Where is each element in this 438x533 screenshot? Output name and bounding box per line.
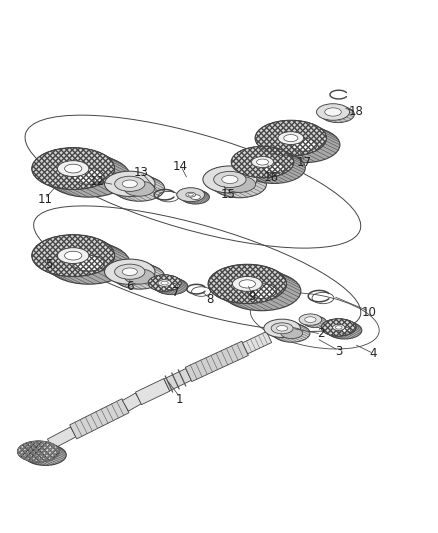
Ellipse shape xyxy=(332,325,345,330)
Ellipse shape xyxy=(158,280,171,286)
Ellipse shape xyxy=(271,323,293,334)
Text: 5: 5 xyxy=(46,258,53,271)
Ellipse shape xyxy=(281,328,303,338)
Ellipse shape xyxy=(222,175,238,183)
Ellipse shape xyxy=(304,316,326,328)
Ellipse shape xyxy=(223,271,301,311)
Ellipse shape xyxy=(57,160,89,176)
Ellipse shape xyxy=(32,148,115,189)
Ellipse shape xyxy=(32,235,115,277)
Polygon shape xyxy=(135,378,170,405)
Ellipse shape xyxy=(278,132,304,144)
Ellipse shape xyxy=(25,445,66,465)
Ellipse shape xyxy=(47,155,130,197)
Ellipse shape xyxy=(105,171,155,197)
Text: 4: 4 xyxy=(370,347,377,360)
Ellipse shape xyxy=(105,259,155,284)
Ellipse shape xyxy=(263,163,285,173)
Ellipse shape xyxy=(148,275,181,292)
Text: 15: 15 xyxy=(220,188,235,201)
Text: 17: 17 xyxy=(297,156,311,168)
Ellipse shape xyxy=(214,172,246,188)
Ellipse shape xyxy=(268,127,340,163)
Ellipse shape xyxy=(47,243,130,284)
Ellipse shape xyxy=(114,176,165,201)
Ellipse shape xyxy=(325,108,341,116)
Text: 18: 18 xyxy=(349,106,364,118)
Ellipse shape xyxy=(321,319,356,336)
Ellipse shape xyxy=(191,195,200,199)
Text: 8: 8 xyxy=(207,293,214,305)
Ellipse shape xyxy=(115,176,145,191)
Ellipse shape xyxy=(336,326,342,329)
Text: 9: 9 xyxy=(248,290,255,303)
Ellipse shape xyxy=(327,321,362,339)
Ellipse shape xyxy=(124,269,155,284)
Ellipse shape xyxy=(233,277,262,292)
Text: 12: 12 xyxy=(90,175,105,188)
Ellipse shape xyxy=(255,120,326,156)
Ellipse shape xyxy=(73,168,104,184)
Ellipse shape xyxy=(299,314,322,325)
Polygon shape xyxy=(123,393,141,411)
Text: 11: 11 xyxy=(37,192,53,206)
Text: 7: 7 xyxy=(172,286,179,299)
Ellipse shape xyxy=(223,176,256,192)
Ellipse shape xyxy=(338,327,350,333)
Ellipse shape xyxy=(212,171,266,198)
Ellipse shape xyxy=(122,268,138,276)
Ellipse shape xyxy=(177,188,205,201)
Ellipse shape xyxy=(243,152,305,183)
Ellipse shape xyxy=(277,326,288,331)
Ellipse shape xyxy=(161,281,168,285)
Ellipse shape xyxy=(251,157,273,167)
Ellipse shape xyxy=(208,264,286,303)
Ellipse shape xyxy=(264,319,300,337)
Ellipse shape xyxy=(73,255,104,271)
Ellipse shape xyxy=(273,324,310,342)
Text: 10: 10 xyxy=(362,306,377,319)
Ellipse shape xyxy=(305,317,316,322)
Text: 2: 2 xyxy=(318,327,325,341)
Ellipse shape xyxy=(257,159,268,165)
Text: 3: 3 xyxy=(335,345,343,358)
Ellipse shape xyxy=(321,106,354,123)
Ellipse shape xyxy=(165,283,178,290)
Text: 1: 1 xyxy=(176,393,184,406)
Ellipse shape xyxy=(317,104,350,120)
Ellipse shape xyxy=(64,251,82,260)
Ellipse shape xyxy=(182,190,209,204)
Text: 6: 6 xyxy=(126,280,134,293)
Ellipse shape xyxy=(57,248,89,263)
Ellipse shape xyxy=(64,164,82,173)
Polygon shape xyxy=(164,368,191,391)
Ellipse shape xyxy=(155,278,188,295)
Ellipse shape xyxy=(231,147,294,177)
Polygon shape xyxy=(185,341,248,382)
Text: 13: 13 xyxy=(133,166,148,180)
Ellipse shape xyxy=(284,134,298,142)
Polygon shape xyxy=(70,399,129,439)
Ellipse shape xyxy=(291,139,317,151)
Polygon shape xyxy=(243,332,272,354)
Ellipse shape xyxy=(122,180,138,188)
Ellipse shape xyxy=(114,264,165,289)
Polygon shape xyxy=(47,427,76,449)
Ellipse shape xyxy=(239,280,255,288)
Ellipse shape xyxy=(115,264,145,279)
Ellipse shape xyxy=(247,284,276,298)
Ellipse shape xyxy=(18,441,59,462)
Ellipse shape xyxy=(124,181,155,196)
Ellipse shape xyxy=(203,166,257,193)
Ellipse shape xyxy=(188,193,194,196)
Ellipse shape xyxy=(186,192,196,197)
Text: 14: 14 xyxy=(172,160,187,173)
Text: 16: 16 xyxy=(264,171,279,184)
